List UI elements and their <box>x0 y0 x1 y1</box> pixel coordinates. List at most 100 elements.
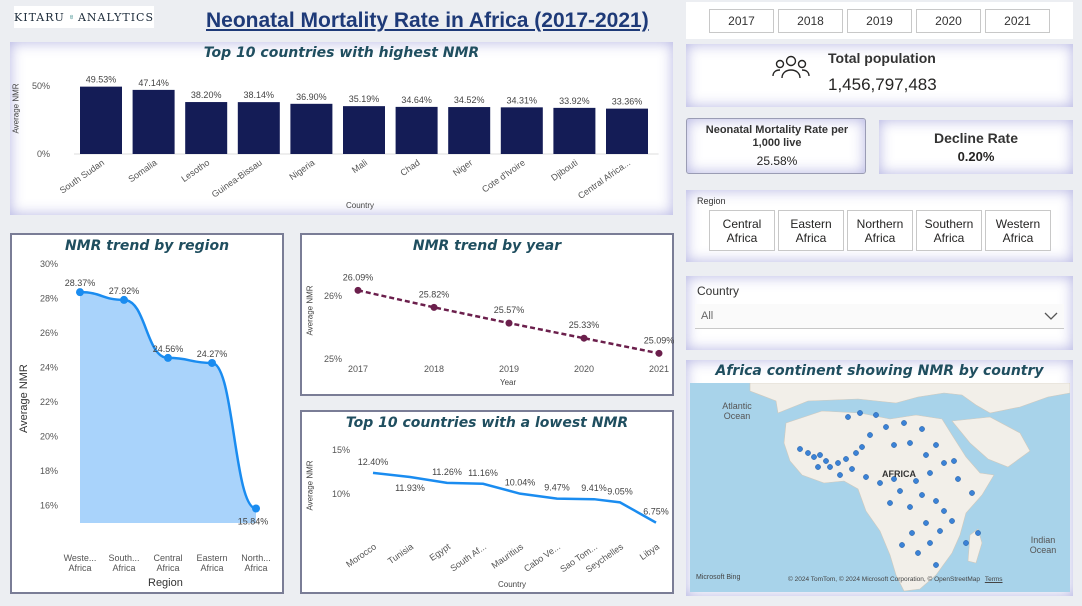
map-country-point[interactable] <box>937 528 943 534</box>
map-country-point[interactable] <box>853 450 859 456</box>
region-data-label: 15.84% <box>238 516 269 526</box>
map-country-point[interactable] <box>837 472 843 478</box>
africa-map[interactable]: Atlantic Ocean AFRICA Indian Ocean Micro… <box>690 383 1070 592</box>
year-trend-card: NMR trend by year <box>300 233 674 396</box>
map-country-point[interactable] <box>941 460 947 466</box>
bar-data-label: 34.52% <box>454 95 485 105</box>
map-country-point[interactable] <box>919 492 925 498</box>
region-button-southern[interactable]: Southern Africa <box>916 210 982 251</box>
map-terms-link[interactable]: Terms <box>984 576 1003 583</box>
map-label-atlantic: Atlantic Ocean <box>722 401 752 421</box>
bar-data-label: 35.19% <box>349 94 380 104</box>
map-country-point[interactable] <box>955 476 961 482</box>
map-country-point[interactable] <box>843 456 849 462</box>
map-country-point[interactable] <box>859 444 865 450</box>
region-y-tick: 26% <box>40 328 58 338</box>
map-country-point[interactable] <box>849 466 855 472</box>
map-country-point[interactable] <box>933 498 939 504</box>
map-country-point[interactable] <box>901 420 907 426</box>
kpi-nmr-card: Neonatal Mortality Rate per 1,000 live 2… <box>686 118 866 174</box>
map-country-point[interactable] <box>927 540 933 546</box>
arabia <box>951 416 1031 468</box>
map-country-point[interactable] <box>873 412 879 418</box>
map-country-point[interactable] <box>909 530 915 536</box>
map-country-point[interactable] <box>941 508 947 514</box>
map-country-point[interactable] <box>863 474 869 480</box>
year-chart-title: NMR trend by year <box>412 238 562 254</box>
map-country-point[interactable] <box>919 426 925 432</box>
map-country-point[interactable] <box>845 414 851 420</box>
map-country-point[interactable] <box>887 500 893 506</box>
bar-x-tick: Central Africa... <box>576 157 632 200</box>
lowest-data-label: 9.41% <box>581 483 607 493</box>
bar <box>132 89 175 154</box>
map-country-point[interactable] <box>963 540 969 546</box>
year-data-label: 25.33% <box>569 320 600 330</box>
map-country-point[interactable] <box>867 432 873 438</box>
map-country-point[interactable] <box>823 458 829 464</box>
year-point <box>354 286 362 294</box>
country-dropdown[interactable]: All <box>695 304 1064 329</box>
map-country-point[interactable] <box>877 480 883 486</box>
kpi-population-label: Total population <box>828 50 936 66</box>
map-country-point[interactable] <box>975 530 981 536</box>
country-slicer: Country All <box>686 276 1073 350</box>
region-button-western[interactable]: Western Africa <box>985 210 1051 251</box>
map-country-point[interactable] <box>907 440 913 446</box>
region-button-central[interactable]: Central Africa <box>709 210 775 251</box>
bar-data-label: 38.20% <box>191 90 222 100</box>
lowest-x-tick: Morocco <box>344 541 378 569</box>
map-country-point[interactable] <box>805 450 811 456</box>
year-button-2017[interactable]: 2017 <box>709 9 774 33</box>
region-y-tick: 22% <box>40 397 58 407</box>
map-country-point[interactable] <box>933 562 939 568</box>
map-country-point[interactable] <box>891 476 897 482</box>
map-country-point[interactable] <box>815 464 821 470</box>
map-country-point[interactable] <box>891 442 897 448</box>
year-button-2020[interactable]: 2020 <box>916 9 981 33</box>
kpi-total-population-card: Total population 1,456,797,483 <box>686 44 1073 107</box>
map-country-point[interactable] <box>897 488 903 494</box>
map-country-point[interactable] <box>913 478 919 484</box>
region-button-eastern[interactable]: Eastern Africa <box>778 210 844 251</box>
map-country-point[interactable] <box>857 410 863 416</box>
map-country-point[interactable] <box>927 470 933 476</box>
region-y-tick: 18% <box>40 466 58 476</box>
map-country-point[interactable] <box>923 452 929 458</box>
map-country-point[interactable] <box>817 452 823 458</box>
year-button-2021[interactable]: 2021 <box>985 9 1050 33</box>
bar-data-label: 34.31% <box>507 95 538 105</box>
year-point <box>655 349 663 357</box>
map-country-point[interactable] <box>835 460 841 466</box>
map-country-point[interactable] <box>899 542 905 548</box>
region-point <box>120 295 128 304</box>
map-country-point[interactable] <box>951 458 957 464</box>
bar-data-label: 33.36% <box>612 97 643 107</box>
region-data-label: 27.92% <box>109 286 140 296</box>
lowest-nmr-card: Top 10 countries with a lowest NMR <box>300 410 674 594</box>
map-country-point[interactable] <box>969 490 975 496</box>
year-button-2018[interactable]: 2018 <box>778 9 843 33</box>
map-country-point[interactable] <box>933 442 939 448</box>
map-country-point[interactable] <box>827 464 833 470</box>
map-country-point[interactable] <box>923 520 929 526</box>
year-button-2019[interactable]: 2019 <box>847 9 912 33</box>
lowest-trend-line <box>372 471 657 524</box>
map-country-point[interactable] <box>811 454 817 460</box>
map-country-point[interactable] <box>883 424 889 430</box>
year-point <box>580 334 588 342</box>
region-button-northern[interactable]: Northern Africa <box>847 210 913 251</box>
country-slicer-label: Country <box>697 284 740 298</box>
region-y-tick: 24% <box>40 363 58 373</box>
bar-y-tick: 0% <box>37 149 50 159</box>
people-group-icon <box>772 55 810 79</box>
lowest-data-label: 12.40% <box>358 457 389 467</box>
map-country-point[interactable] <box>949 518 955 524</box>
lowest-x-tick: Libya <box>638 541 661 562</box>
region-x-tick: Eastern <box>196 553 227 563</box>
map-country-point[interactable] <box>797 446 803 452</box>
lowest-data-label: 10.04% <box>505 478 536 488</box>
year-y-tick: 26% <box>324 291 342 301</box>
map-country-point[interactable] <box>915 550 921 556</box>
map-country-point[interactable] <box>907 504 913 510</box>
